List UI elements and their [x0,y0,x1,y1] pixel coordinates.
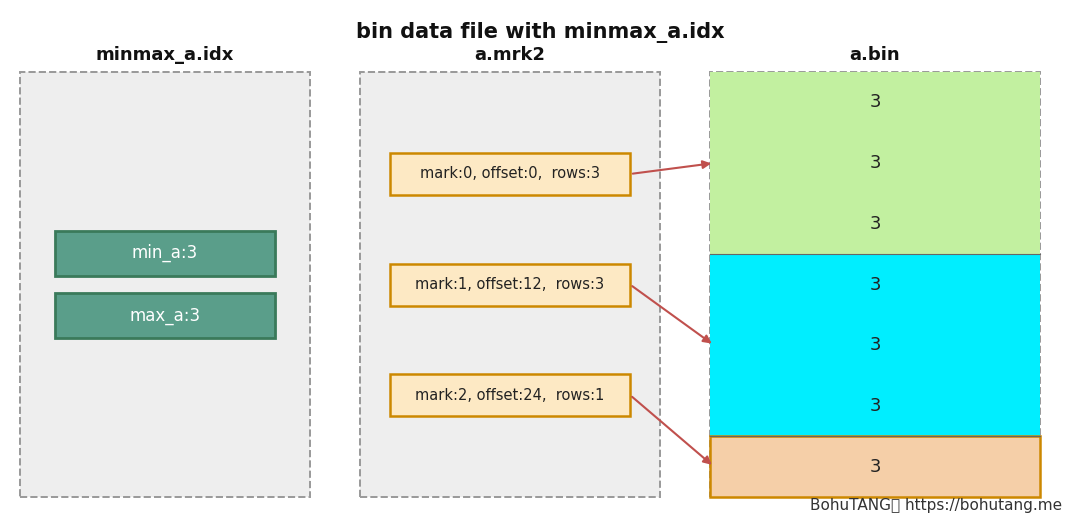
Text: BohuTANG作 https://bohutang.me: BohuTANG作 https://bohutang.me [810,498,1062,513]
Bar [21,72,310,497]
Bar [710,72,1040,497]
Bar [710,436,1040,497]
Text: 3: 3 [869,276,881,294]
Text: 3: 3 [869,154,881,172]
Bar [710,72,1040,254]
Bar [360,72,660,497]
Text: max_a:3: max_a:3 [130,307,201,325]
Text: mark:0, offset:0,  rows:3: mark:0, offset:0, rows:3 [420,167,600,182]
Bar [390,264,630,306]
Text: 3: 3 [869,458,881,475]
Text: a.mrk2: a.mrk2 [474,46,545,64]
Text: a.bin: a.bin [850,46,901,64]
Text: 3: 3 [869,336,881,354]
Text: 3: 3 [869,397,881,415]
Bar [55,230,275,276]
Text: mark:1, offset:12,  rows:3: mark:1, offset:12, rows:3 [416,277,605,292]
Text: min_a:3: min_a:3 [132,244,198,262]
Bar [55,294,275,338]
Text: minmax_a.idx: minmax_a.idx [96,46,234,64]
Text: 3: 3 [869,93,881,112]
Bar [390,374,630,416]
Text: mark:2, offset:24,  rows:1: mark:2, offset:24, rows:1 [416,388,605,403]
Text: bin data file with minmax_a.idx: bin data file with minmax_a.idx [355,22,725,43]
Bar [390,153,630,195]
Text: 3: 3 [869,215,881,233]
Bar [710,254,1040,436]
